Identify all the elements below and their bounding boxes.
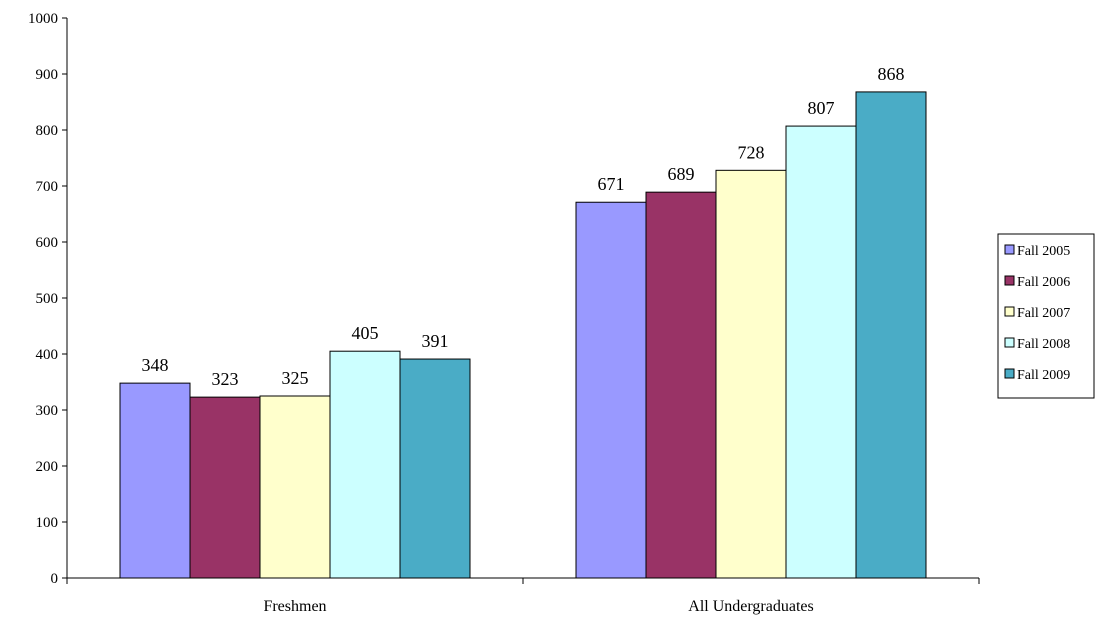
data-labels: 348 323 325 405 391 671 689 728 807 868 <box>142 64 905 389</box>
y-tick-label: 600 <box>36 235 59 251</box>
bar <box>645 191 717 579</box>
legend-swatch <box>1004 337 1015 348</box>
bar <box>259 395 331 579</box>
bar-value-label: 391 <box>422 331 449 351</box>
bar <box>785 125 857 579</box>
legend-label: Fall 2008 <box>1017 337 1070 352</box>
bar-value-label: 323 <box>212 369 239 389</box>
bar <box>715 169 787 579</box>
y-tick-label: 300 <box>36 403 59 419</box>
bar-value-label: 348 <box>142 355 169 375</box>
bar-value-label: 807 <box>808 98 835 118</box>
bar <box>189 396 261 579</box>
bar <box>119 382 191 579</box>
legend-swatch <box>1004 244 1015 255</box>
bar-value-label: 868 <box>878 64 905 84</box>
y-tick-label: 900 <box>36 67 59 83</box>
legend-label: Fall 2007 <box>1017 306 1070 321</box>
x-axis: Freshmen All Undergraduates <box>66 577 980 615</box>
legend: Fall 2005 Fall 2006 Fall 2007 Fall 2008 Fall… <box>997 233 1095 399</box>
y-tick-label: 1000 <box>28 11 58 27</box>
y-tick-label: 0 <box>51 571 59 587</box>
bar <box>855 91 927 579</box>
legend-label: Fall 2009 <box>1017 368 1070 383</box>
y-tick-label: 700 <box>36 179 59 195</box>
y-tick-label: 500 <box>36 291 59 307</box>
legend-swatch <box>1004 275 1015 286</box>
x-category-label: All Undergraduates <box>688 598 813 615</box>
bar <box>399 358 471 579</box>
bar-value-label: 405 <box>352 323 379 343</box>
y-tick-label: 200 <box>36 459 59 475</box>
bar <box>575 201 647 579</box>
bar-value-label: 325 <box>282 368 309 388</box>
y-axis: 0 100 200 300 400 500 600 700 800 900 1000 <box>28 11 68 587</box>
y-tick-label: 100 <box>36 515 59 531</box>
legend-label: Fall 2006 <box>1017 275 1070 290</box>
bar-value-label: 671 <box>598 174 625 194</box>
bar-value-label: 689 <box>668 164 695 184</box>
legend-label: Fall 2005 <box>1017 244 1070 259</box>
x-category-label: Freshmen <box>263 598 326 615</box>
bars <box>119 91 927 579</box>
legend-swatch <box>1004 306 1015 317</box>
bar-value-label: 728 <box>738 142 765 162</box>
y-tick-label: 800 <box>36 123 59 139</box>
y-tick-label: 400 <box>36 347 59 363</box>
bar <box>329 350 401 579</box>
legend-swatch <box>1004 368 1015 379</box>
